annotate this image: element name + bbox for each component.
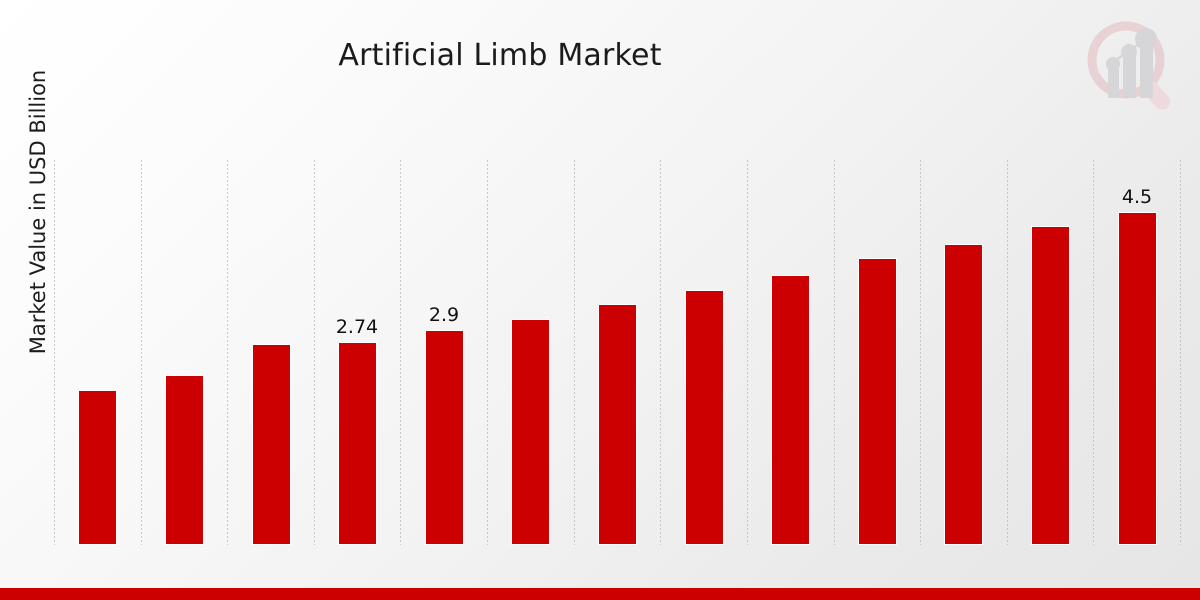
bar-2027[interactable]	[684, 290, 724, 545]
bar-2018[interactable]	[77, 390, 117, 545]
gridline	[574, 160, 575, 545]
bar-value-label-2024: 2.9	[428, 304, 460, 326]
y-axis-title: Market Value in USD Billion	[26, 69, 50, 355]
bar-2032[interactable]	[1117, 212, 1157, 545]
gridline	[141, 160, 142, 545]
gridline	[314, 160, 315, 545]
gridline	[487, 160, 488, 545]
gridline	[920, 160, 921, 545]
bar-2030[interactable]	[943, 244, 983, 545]
plot-area: 2.742.94.5 20182019202220232024202520262…	[54, 160, 1181, 545]
bar-value-label-2023: 2.74	[335, 316, 379, 338]
gridline	[747, 160, 748, 545]
gridline	[54, 160, 55, 545]
footer-accent-band	[0, 588, 1200, 600]
gridline	[660, 160, 661, 545]
gridline	[1093, 160, 1094, 545]
bar-2026[interactable]	[597, 304, 637, 545]
gridline	[227, 160, 228, 545]
bar-2029[interactable]	[857, 258, 897, 545]
bar-2024[interactable]	[424, 330, 464, 545]
gridline	[1180, 160, 1181, 545]
gridline	[1007, 160, 1008, 545]
gridline	[834, 160, 835, 545]
bar-2025[interactable]	[510, 319, 550, 545]
bar-2023[interactable]	[337, 342, 377, 545]
bar-value-label-2032: 4.5	[1121, 186, 1153, 208]
page-title: Artificial Limb Market	[338, 38, 662, 73]
bar-2022[interactable]	[251, 344, 291, 545]
bar-2028[interactable]	[770, 275, 810, 545]
market-research-magnifier-logo	[1074, 14, 1182, 118]
gridline	[400, 160, 401, 545]
bar-2031[interactable]	[1030, 226, 1070, 545]
bar-2019[interactable]	[164, 375, 204, 545]
